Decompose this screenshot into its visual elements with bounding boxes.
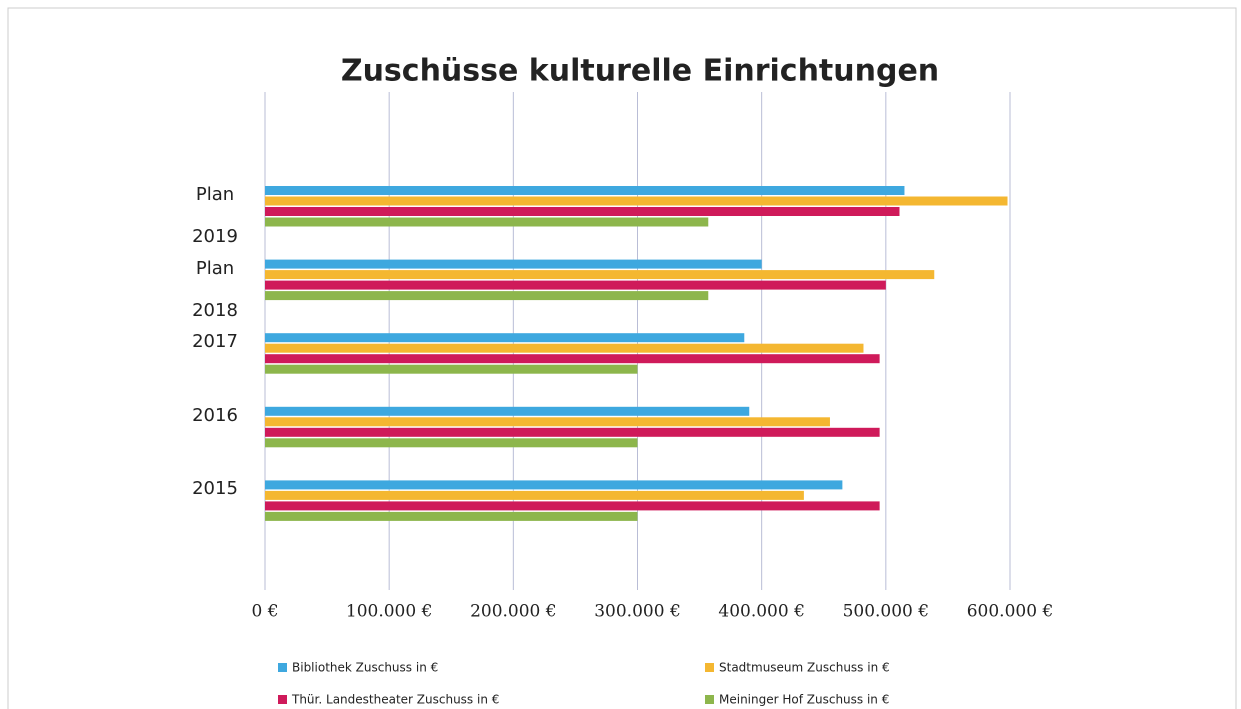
bar bbox=[265, 259, 762, 269]
bar bbox=[265, 196, 1008, 206]
bar bbox=[265, 354, 880, 364]
bar bbox=[265, 417, 830, 427]
bar bbox=[265, 364, 638, 374]
legend-label: Meininger Hof Zuschuss in € bbox=[719, 693, 889, 707]
bar bbox=[265, 270, 935, 280]
legend-swatch bbox=[278, 695, 287, 704]
x-tick-label: 100.000 € bbox=[346, 602, 433, 622]
bar bbox=[265, 480, 843, 490]
legend-label: Thür. Landestheater Zuschuss in € bbox=[291, 693, 499, 707]
legend-label: Bibliothek Zuschuss in € bbox=[292, 661, 438, 675]
bar bbox=[265, 490, 804, 500]
bar bbox=[265, 438, 638, 448]
y-tick-label: 2016 bbox=[192, 404, 238, 426]
y-tick-label: Plan 2018 bbox=[192, 257, 238, 321]
y-tick-label: 2015 bbox=[192, 478, 238, 500]
bar bbox=[265, 217, 709, 227]
x-tick-label: 0 € bbox=[251, 602, 278, 622]
bar bbox=[265, 406, 750, 416]
bar bbox=[265, 333, 745, 343]
bar bbox=[265, 291, 709, 301]
bar bbox=[265, 280, 886, 290]
y-tick-label: 2017 bbox=[192, 331, 238, 353]
legend-swatch bbox=[705, 663, 714, 672]
x-tick-label: 600.000 € bbox=[967, 602, 1054, 622]
bar bbox=[265, 501, 880, 511]
y-tick-label: Plan 2019 bbox=[192, 184, 238, 247]
legend-swatch bbox=[278, 663, 287, 672]
legend-swatch bbox=[705, 695, 714, 704]
bar bbox=[265, 207, 900, 216]
chart-title: Zuschüsse kulturelle Einrichtungen bbox=[341, 54, 939, 89]
bar bbox=[265, 186, 905, 195]
chart-border bbox=[7, 7, 1237, 709]
x-tick-label: 500.000 € bbox=[843, 602, 930, 622]
legend-label: Stadtmuseum Zuschuss in € bbox=[719, 661, 890, 675]
x-tick-label: 400.000 € bbox=[718, 602, 805, 622]
x-tick-label: 200.000 € bbox=[470, 602, 557, 622]
bar bbox=[265, 427, 880, 437]
bar bbox=[265, 343, 864, 353]
bar bbox=[265, 511, 638, 521]
x-tick-label: 300.000 € bbox=[594, 602, 681, 622]
